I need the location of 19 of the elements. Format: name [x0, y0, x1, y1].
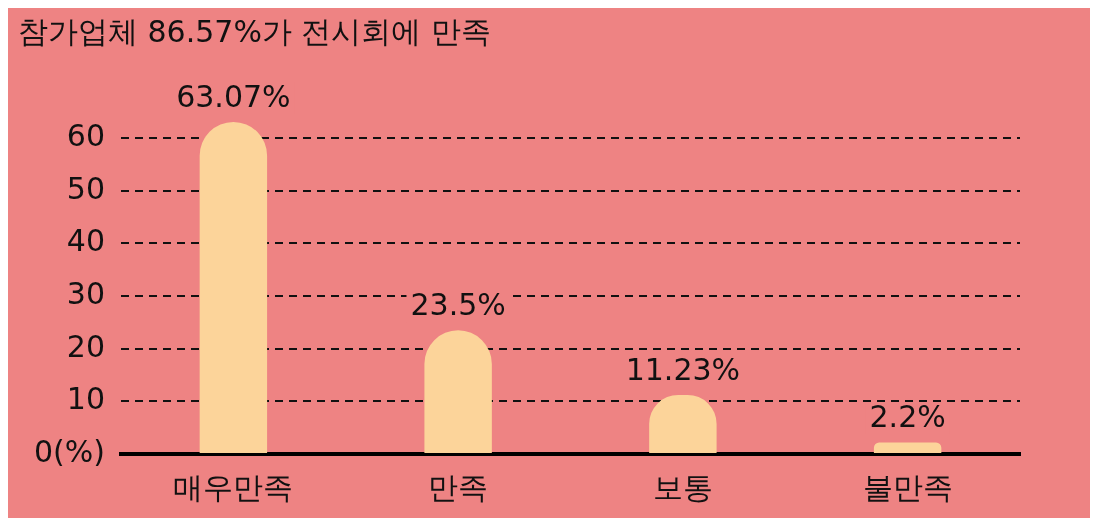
bar [424, 330, 492, 453]
data-label: 23.5% [410, 287, 506, 323]
chart-title: 참가업체 86.57%가 전시회에 만족 [18, 13, 491, 49]
data-label: 2.2% [869, 399, 946, 435]
y-tick-label: 40 [66, 223, 105, 259]
bar [199, 122, 268, 453]
y-tick-label: 60 [66, 117, 105, 153]
y-tick-label: 30 [66, 275, 105, 311]
x-tick-label: 만족 [428, 469, 489, 505]
y-tick-label: 50 [66, 170, 105, 206]
y-tick-label: 0(%) [33, 433, 105, 469]
data-label: 63.07% [176, 78, 291, 114]
y-tick-label: 20 [66, 328, 105, 364]
data-label: 11.23% [625, 351, 741, 387]
y-tick-label: 10 [66, 381, 105, 417]
bar [873, 442, 942, 453]
x-tick-label: 보통 [652, 469, 713, 505]
x-tick-label: 불만족 [862, 469, 953, 505]
x-tick-label: 매우만족 [173, 469, 294, 505]
